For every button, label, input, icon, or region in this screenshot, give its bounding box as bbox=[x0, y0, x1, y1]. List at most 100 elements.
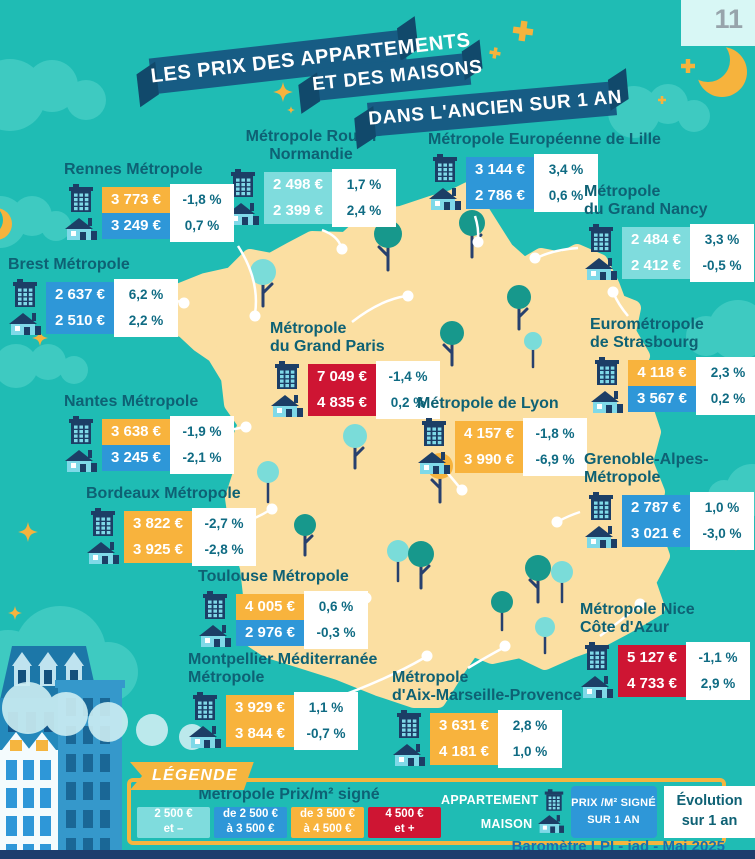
range-line-1: de 3 500 € bbox=[300, 808, 355, 821]
house-evolution: 2,4 % bbox=[346, 202, 382, 218]
metro-name: Métropole d'Aix-Marseille-Provence bbox=[392, 669, 582, 704]
metro-icons bbox=[64, 184, 98, 241]
range-line-2: à 4 500 € bbox=[303, 823, 352, 835]
legend-price-box: PRIX /M² SIGNÉ SUR 1 AN bbox=[570, 785, 657, 838]
metro-prices: 3 773 € 3 249 € bbox=[102, 186, 170, 239]
metro-prices: 3 929 € 3 844 € bbox=[226, 694, 294, 747]
metro-card: Métropole Européenne de Lille 3 144 € 2 … bbox=[428, 131, 661, 212]
metro-name: Brest Métropole bbox=[8, 256, 130, 273]
house-price: 2 510 € bbox=[46, 307, 114, 334]
house-price: 4 181 € bbox=[430, 738, 498, 765]
metro-name: Rennes Métropole bbox=[64, 161, 203, 178]
apartment-evolution: -1,4 % bbox=[388, 368, 428, 384]
house-price: 3 925 € bbox=[124, 536, 192, 563]
metro-prices: 7 049 € 4 835 € bbox=[308, 363, 376, 416]
metro-card: Brest Métropole 2 637 € 2 510 € 6,2 % 2,… bbox=[8, 256, 178, 337]
house-label-row: MAISON bbox=[441, 814, 564, 834]
house-icon bbox=[9, 312, 41, 336]
metro-evolutions: 0,6 % -0,3 % bbox=[304, 590, 368, 649]
house-evolution: -6,9 % bbox=[535, 451, 575, 467]
apartment-price: 4 005 € bbox=[236, 593, 304, 620]
house-evolution: 2,2 % bbox=[128, 312, 164, 328]
moon-icon bbox=[0, 38, 747, 240]
house-price: 3 021 € bbox=[622, 520, 690, 547]
legend-labels: APPARTEMENT MAISON bbox=[441, 786, 564, 837]
house-price: 2 412 € bbox=[622, 252, 690, 279]
apartment-evolution: 0,6 % bbox=[318, 598, 354, 614]
apartment-evolution: -1,8 % bbox=[182, 191, 222, 207]
metro-prices: 5 127 € 4 733 € bbox=[618, 644, 686, 697]
house-price: 2 786 € bbox=[466, 182, 534, 209]
metro-prices: 4 157 € 3 990 € bbox=[455, 420, 523, 473]
apartment-price: 3 631 € bbox=[430, 712, 498, 739]
metro-icons bbox=[86, 508, 120, 565]
metro-prices: 4 118 € 3 567 € bbox=[628, 359, 696, 412]
metro-evolutions: 2,3 % 0,2 % bbox=[696, 356, 755, 415]
house-price: 3 245 € bbox=[102, 444, 170, 471]
metro-evolutions: -2,7 % -2,8 % bbox=[192, 507, 256, 566]
range-line-1: de 2 500 € bbox=[223, 808, 278, 821]
apartment-icon bbox=[192, 692, 218, 720]
metro-icons bbox=[584, 224, 618, 281]
house-evolution: 2,9 % bbox=[700, 675, 736, 691]
metro-price-rows: 3 773 € 3 249 € -1,8 % 0,7 % bbox=[64, 183, 234, 242]
city-dots bbox=[178, 236, 646, 662]
apartment-label: APPARTEMENT bbox=[441, 793, 539, 807]
metro-evolutions: 1,0 % -3,0 % bbox=[690, 491, 754, 550]
metro-name: Métropole du Grand Paris bbox=[270, 320, 385, 355]
apartment-icon bbox=[588, 224, 614, 252]
house-price: 3 844 € bbox=[226, 720, 294, 747]
house-evolution: 0,7 % bbox=[184, 217, 220, 233]
house-evolution: 1,0 % bbox=[512, 743, 548, 759]
metro-icons bbox=[584, 492, 618, 549]
house-icon bbox=[189, 725, 221, 749]
house-icon bbox=[429, 187, 461, 211]
price-range-chip-1: 2 500 € et – bbox=[137, 806, 210, 838]
apartment-price: 2 498 € bbox=[264, 171, 332, 198]
range-line-1: 2 500 € bbox=[154, 808, 193, 821]
apartment-evolution: 3,3 % bbox=[704, 231, 740, 247]
house-icon bbox=[418, 451, 450, 475]
house-evolution: -0,7 % bbox=[306, 725, 346, 741]
legend-range-row: 2 500 € et – de 2 500 € à 3 500 € de 3 5… bbox=[137, 806, 441, 838]
apartment-price: 3 144 € bbox=[466, 156, 534, 183]
apartment-icon bbox=[594, 357, 620, 385]
metro-card: Eurométropole de Strasbourg 4 118 € 3 56… bbox=[590, 316, 755, 415]
house-icon bbox=[199, 624, 231, 648]
house-price: 3 990 € bbox=[455, 446, 523, 473]
metro-card: Rennes Métropole 3 773 € 3 249 € -1,8 % … bbox=[64, 161, 234, 242]
metro-name: Métropole Nice Côte d'Azur bbox=[580, 601, 695, 636]
metro-price-rows: 2 498 € 2 399 € 1,7 % 2,4 % bbox=[226, 168, 396, 227]
metro-card: Métropole d'Aix-Marseille-Provence 3 631… bbox=[392, 669, 582, 768]
metro-name: Montpellier Méditerranée Métropole bbox=[188, 651, 378, 686]
metro-evolutions: 1,1 % -0,7 % bbox=[294, 691, 358, 750]
price-range-chip-3: de 3 500 € à 4 500 € bbox=[291, 806, 364, 838]
house-icon bbox=[581, 675, 613, 699]
legend-box: Métropole Prix/m² signé 2 500 € et – de … bbox=[127, 778, 755, 845]
legend-price-ranges: Métropole Prix/m² signé 2 500 € et – de … bbox=[137, 786, 441, 838]
metro-icons bbox=[188, 692, 222, 749]
apartment-evolution: 6,2 % bbox=[128, 286, 164, 302]
metro-evolutions: 6,2 % 2,2 % bbox=[114, 278, 178, 337]
legend-key: APPARTEMENT MAISON PRIX /M² SIGNÉ SUR 1 … bbox=[441, 785, 755, 838]
metro-card: Métropole du Grand Paris 7 049 € 4 835 €… bbox=[270, 320, 440, 419]
bottom-bar bbox=[0, 850, 755, 859]
metro-price-rows: 3 631 € 4 181 € 2,8 % 1,0 % bbox=[392, 709, 582, 768]
apartment-price: 3 638 € bbox=[102, 418, 170, 445]
house-price: 2 976 € bbox=[236, 619, 304, 646]
metro-prices: 2 484 € 2 412 € bbox=[622, 226, 690, 279]
metro-icons bbox=[417, 418, 451, 475]
apartment-evolution: 1,1 % bbox=[308, 699, 344, 715]
house-icon bbox=[65, 449, 97, 473]
metro-icons bbox=[590, 357, 624, 414]
apartment-icon bbox=[68, 184, 94, 212]
metro-icons bbox=[580, 642, 614, 699]
apartment-price: 7 049 € bbox=[308, 363, 376, 390]
apartment-evolution: 2,8 % bbox=[512, 717, 548, 733]
apartment-price: 3 929 € bbox=[226, 694, 294, 721]
house-evolution: -3,0 % bbox=[702, 525, 742, 541]
metro-price-rows: 5 127 € 4 733 € -1,1 % 2,9 % bbox=[580, 641, 750, 700]
metro-price-rows: 4 005 € 2 976 € 0,6 % -0,3 % bbox=[198, 590, 368, 649]
house-icon bbox=[591, 390, 623, 414]
